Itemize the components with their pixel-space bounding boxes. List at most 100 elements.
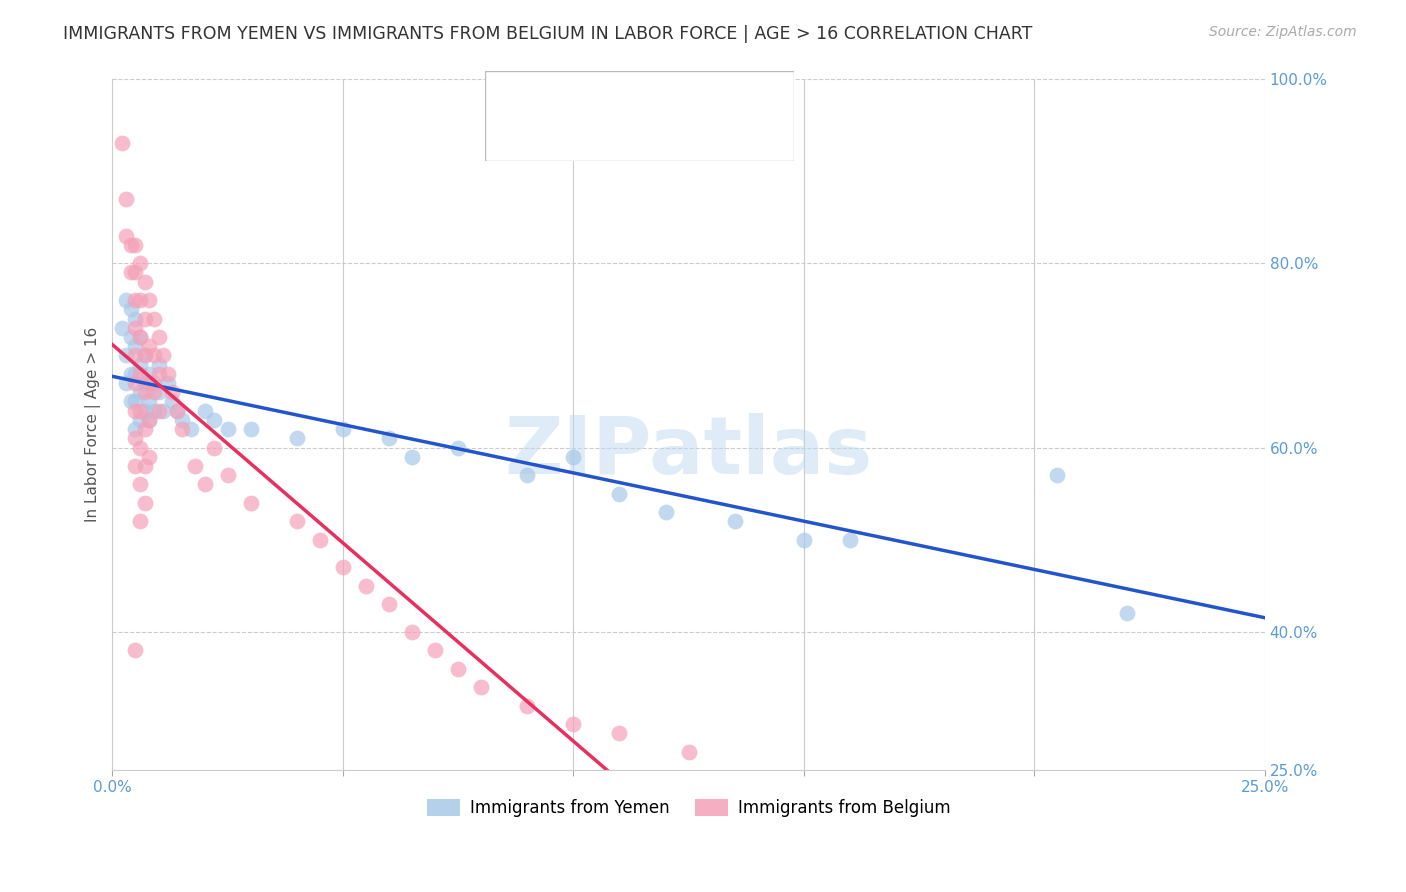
Point	[129, 441, 152, 455]
Text: Source: ZipAtlas.com: Source: ZipAtlas.com	[1209, 25, 1357, 39]
Point	[793, 533, 815, 547]
Point	[839, 533, 862, 547]
Point	[115, 348, 138, 362]
Point	[217, 468, 239, 483]
Point	[115, 192, 138, 206]
Text: -0.682: -0.682	[596, 87, 651, 102]
Point	[156, 367, 179, 381]
Point	[148, 385, 170, 400]
Point	[401, 450, 423, 464]
Point	[120, 265, 142, 279]
Point	[166, 403, 188, 417]
Point	[120, 394, 142, 409]
Point	[129, 358, 152, 372]
Point	[134, 311, 156, 326]
Point	[111, 320, 134, 334]
Point	[447, 441, 470, 455]
Point	[129, 330, 152, 344]
Point	[170, 413, 193, 427]
Point	[609, 486, 631, 500]
Point	[148, 403, 170, 417]
Point	[129, 385, 152, 400]
Point	[138, 413, 160, 427]
Point	[423, 643, 446, 657]
Point	[332, 560, 354, 574]
Text: 51: 51	[727, 87, 748, 102]
Point	[194, 403, 217, 417]
Text: N =: N =	[676, 128, 710, 142]
Bar	[498, 118, 534, 152]
Point	[332, 422, 354, 436]
Text: R =: R =	[547, 87, 581, 102]
Point	[202, 441, 225, 455]
Point	[124, 422, 146, 436]
Text: IMMIGRANTS FROM YEMEN VS IMMIGRANTS FROM BELGIUM IN LABOR FORCE | AGE > 16 CORRE: IMMIGRANTS FROM YEMEN VS IMMIGRANTS FROM…	[63, 25, 1032, 43]
Point	[516, 468, 538, 483]
Point	[138, 293, 160, 307]
Point	[166, 403, 188, 417]
Text: N =: N =	[676, 87, 710, 102]
Point	[152, 403, 174, 417]
Point	[654, 505, 676, 519]
Point	[1046, 468, 1069, 483]
Point	[678, 745, 700, 759]
Text: -0.416: -0.416	[596, 128, 651, 142]
Point	[124, 265, 146, 279]
Point	[129, 293, 152, 307]
Point	[124, 311, 146, 326]
Point	[217, 422, 239, 436]
Point	[138, 367, 160, 381]
Point	[120, 237, 142, 252]
Point	[138, 394, 160, 409]
Point	[129, 403, 152, 417]
Point	[124, 643, 146, 657]
Point	[124, 431, 146, 445]
Point	[129, 367, 152, 381]
Point	[142, 348, 165, 362]
Point	[142, 311, 165, 326]
Point	[470, 680, 492, 694]
Point	[124, 293, 146, 307]
Point	[447, 662, 470, 676]
Point	[609, 726, 631, 740]
Point	[378, 431, 401, 445]
Point	[124, 403, 146, 417]
Point	[124, 320, 146, 334]
Point	[142, 385, 165, 400]
Point	[142, 403, 165, 417]
Point	[129, 413, 152, 427]
Point	[115, 376, 138, 390]
Point	[120, 367, 142, 381]
Point	[129, 477, 152, 491]
Point	[138, 339, 160, 353]
Point	[124, 458, 146, 473]
Point	[134, 496, 156, 510]
Point	[129, 514, 152, 528]
Point	[124, 339, 146, 353]
Point	[120, 330, 142, 344]
Point	[124, 376, 146, 390]
Point	[184, 458, 207, 473]
Point	[124, 394, 146, 409]
Point	[138, 376, 160, 390]
Text: ZIPatlas: ZIPatlas	[505, 413, 873, 491]
Point	[285, 514, 308, 528]
Point	[129, 256, 152, 270]
Point	[120, 302, 142, 317]
Point	[142, 376, 165, 390]
Point	[516, 698, 538, 713]
Point	[180, 422, 202, 436]
Point	[162, 394, 184, 409]
Point	[124, 348, 146, 362]
Point	[1115, 607, 1137, 621]
Point	[134, 348, 156, 362]
Point	[562, 717, 585, 731]
Point	[134, 458, 156, 473]
Point	[162, 385, 184, 400]
Point	[239, 422, 262, 436]
Point	[148, 367, 170, 381]
Point	[138, 450, 160, 464]
Point	[308, 533, 330, 547]
Point	[124, 367, 146, 381]
Point	[148, 358, 170, 372]
